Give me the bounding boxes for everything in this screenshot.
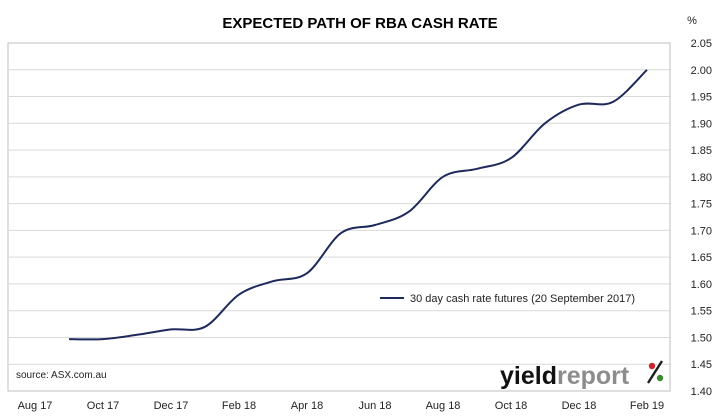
y-tick-label: 1.75	[691, 199, 712, 211]
y-tick-label: 1.70	[691, 225, 712, 237]
plot-area	[7, 42, 671, 392]
y-tick-label: 1.90	[691, 118, 712, 130]
y-axis-ticks: 2.05 2.00 1.95 1.90 1.85 1.80 1.75 1.70 1.65 1.60…	[691, 38, 712, 398]
y-axis-unit: %	[687, 15, 697, 27]
series-line	[68, 69, 648, 341]
x-tick-label: Apr 18	[291, 400, 323, 412]
gridlines	[8, 69, 670, 365]
x-tick-label: Feb 18	[222, 400, 256, 412]
logo-percent-icon	[646, 360, 664, 384]
logo-word-yield: yield	[500, 362, 557, 390]
x-tick-label: Dec 17	[154, 400, 189, 412]
y-tick-label: 2.05	[691, 38, 712, 50]
source-note: source: ASX.com.au	[16, 370, 107, 381]
logo-word-report: report	[557, 362, 630, 390]
x-tick-label: Oct 18	[495, 400, 527, 412]
x-tick-label: Feb 19	[630, 400, 664, 412]
x-tick-label: Jun 18	[358, 400, 391, 412]
y-tick-label: 1.40	[691, 386, 712, 398]
y-tick-label: 1.80	[691, 172, 712, 184]
y-tick-label: 1.95	[691, 92, 712, 104]
y-tick-label: 1.45	[691, 359, 712, 371]
x-tick-label: Oct 17	[87, 400, 119, 412]
y-tick-label: 1.85	[691, 145, 712, 157]
legend-label: 30 day cash rate futures (20 September 2…	[410, 293, 635, 305]
y-tick-label: 1.50	[691, 332, 712, 344]
y-tick-label: 1.60	[691, 279, 712, 291]
y-tick-label: 2.00	[691, 65, 712, 77]
yieldreport-logo: yieldreport	[500, 360, 664, 390]
y-tick-label: 1.55	[691, 306, 712, 318]
y-tick-label: 1.65	[691, 252, 712, 264]
x-tick-label: Aug 18	[426, 400, 461, 412]
legend: 30 day cash rate futures (20 September 2…	[380, 293, 635, 305]
x-axis-ticks: Aug 17 Oct 17 Dec 17 Feb 18 Apr 18 Jun 18 Aug …	[18, 400, 665, 412]
svg-text:yieldreport: yieldreport	[500, 362, 630, 390]
chart-title: EXPECTED PATH OF RBA CASH RATE	[222, 15, 497, 32]
x-tick-label: Dec 18	[562, 400, 597, 412]
x-tick-label: Aug 17	[18, 400, 53, 412]
